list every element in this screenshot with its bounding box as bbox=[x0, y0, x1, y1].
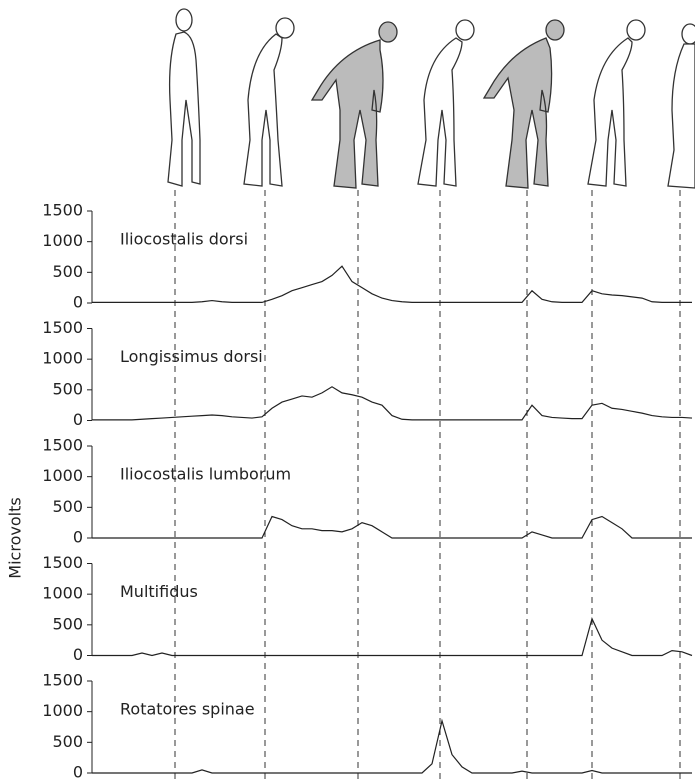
dashed-lines bbox=[174, 190, 681, 781]
y-tick-label: 1000 bbox=[42, 584, 83, 603]
y-axis-label: Microvolts bbox=[6, 497, 25, 578]
panel-title: Longissimus dorsi bbox=[120, 347, 263, 366]
panel-title: Iliocostalis dorsi bbox=[120, 230, 248, 249]
y-tick-label: 0 bbox=[73, 763, 83, 781]
y-tick-label: 1500 bbox=[42, 436, 83, 455]
y-tick-label: 500 bbox=[52, 614, 83, 633]
y-tick-label: 500 bbox=[52, 497, 83, 516]
y-tick-label: 500 bbox=[52, 379, 83, 398]
y-tick-label: 1000 bbox=[42, 701, 83, 720]
y-tick-label: 1000 bbox=[42, 466, 83, 485]
panel-title: Rotatores spinae bbox=[120, 700, 255, 719]
y-tick-label: 500 bbox=[52, 732, 83, 751]
y-tick-label: 1500 bbox=[42, 671, 83, 690]
figure-upright bbox=[167, 8, 201, 187]
y-tick-label: 0 bbox=[73, 528, 83, 547]
y-tick-label: 1500 bbox=[42, 318, 83, 337]
y-tick-label: 0 bbox=[73, 645, 83, 664]
emg-trace bbox=[92, 515, 692, 539]
y-tick-label: 1500 bbox=[42, 553, 83, 572]
figure-bent bbox=[587, 19, 646, 187]
y-tick-label: 1500 bbox=[42, 201, 83, 220]
y-tick-label: 0 bbox=[73, 293, 83, 312]
figures bbox=[167, 8, 695, 189]
y-tick-label: 1000 bbox=[42, 349, 83, 368]
figure-bent-active bbox=[310, 21, 398, 189]
figure-bent-active bbox=[482, 19, 565, 189]
emg-trace bbox=[92, 616, 693, 657]
emg-trace bbox=[92, 386, 693, 421]
figure-partial bbox=[667, 23, 695, 189]
y-tick-label: 0 bbox=[73, 410, 83, 429]
y-tick-label: 500 bbox=[52, 262, 83, 281]
emg-trace bbox=[92, 265, 692, 303]
panel-title: Multifidus bbox=[120, 582, 198, 601]
emg-trace bbox=[92, 718, 692, 774]
y-tick-label: 1000 bbox=[42, 231, 83, 250]
figure-bent bbox=[243, 17, 295, 187]
figure-bent bbox=[417, 19, 475, 187]
panel-title: Iliocostalis lumborum bbox=[120, 465, 291, 484]
